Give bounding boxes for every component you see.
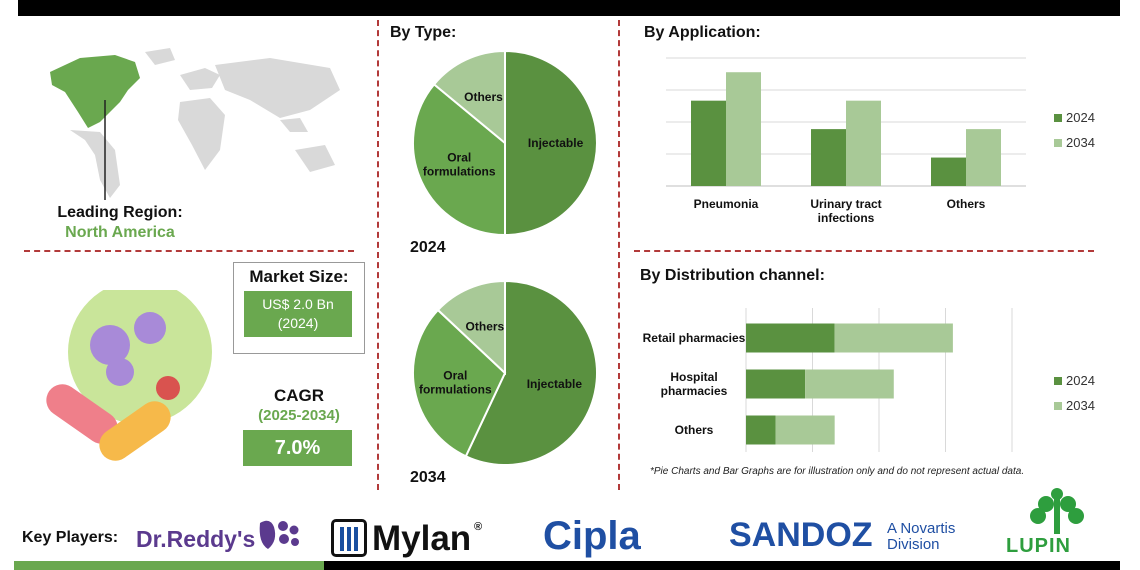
pie-2034-slice-1 bbox=[412, 308, 507, 458]
distribution-bar-2034-2 bbox=[775, 415, 835, 445]
distribution-bar-chart: Retail pharmacies Hospital pharmacies Other… bbox=[643, 308, 1095, 452]
by-type-title: By Type: bbox=[390, 24, 457, 41]
divider-left bbox=[377, 20, 379, 490]
virus-icon bbox=[90, 312, 166, 386]
bottom-bar bbox=[14, 561, 1120, 570]
novartis-line-2: Division bbox=[887, 536, 940, 553]
divider-left-horizontal bbox=[24, 250, 354, 252]
distribution-category-label-2: Others bbox=[675, 423, 714, 437]
distribution-legend-swatch-2034 bbox=[1054, 402, 1062, 410]
distribution-legend-label-2034: 2034 bbox=[1066, 398, 1095, 413]
pie-2024-slice-1 bbox=[412, 82, 506, 237]
key-players-label: Key Players: bbox=[22, 529, 119, 546]
application-bar-2034-0 bbox=[726, 72, 761, 186]
market-size-year: (2024) bbox=[277, 315, 319, 331]
market-size-title: Market Size: bbox=[249, 267, 349, 286]
antibiotic-illustration bbox=[46, 290, 212, 461]
application-category-label-0: Pneumonia bbox=[694, 197, 759, 211]
mylan-mark-icon bbox=[331, 519, 367, 557]
market-size-amount: US$ 2.0 Bn bbox=[262, 296, 334, 312]
divider-right bbox=[618, 20, 620, 490]
application-legend-label-2024: 2024 bbox=[1066, 110, 1095, 125]
top-bar bbox=[18, 0, 1120, 16]
market-size-value: US$ 2.0 Bn (2024) bbox=[244, 291, 352, 337]
lupin-logo: LUPIN bbox=[1006, 535, 1071, 557]
pie-2034-slice-2 bbox=[436, 279, 506, 376]
application-legend-swatch-2034 bbox=[1054, 139, 1062, 147]
pie-2034-label-1: Oral formulations bbox=[419, 368, 492, 396]
pie-2034-label-2: Others bbox=[466, 320, 505, 334]
divider-right-horizontal bbox=[634, 250, 1094, 252]
application-legend-label-2034: 2034 bbox=[1066, 135, 1095, 150]
distribution-category-label-1: Hospital pharmacies bbox=[661, 370, 728, 398]
dr-reddys-mark-icon bbox=[259, 520, 299, 549]
dr-reddys-logo: Dr.Reddy's bbox=[136, 526, 256, 552]
bacteria-icon bbox=[156, 376, 180, 400]
market-size-card: Market Size: US$ 2.0 Bn (2024) bbox=[233, 262, 365, 354]
pie-chart-2024: Injectable Oral formulations Others bbox=[412, 49, 598, 237]
application-bar-2034-2 bbox=[966, 129, 1001, 186]
north-america-region bbox=[50, 55, 140, 128]
sandoz-logo: SANDOZ bbox=[729, 516, 873, 554]
distribution-bar-2034-1 bbox=[805, 369, 894, 399]
pie-2024-label-2: Others bbox=[464, 90, 503, 104]
lupin-tree-icon bbox=[1030, 488, 1084, 534]
pie-2024-slice-2 bbox=[432, 49, 506, 146]
mylan-logo: Mylan bbox=[372, 519, 472, 558]
pill-icon bbox=[46, 384, 171, 461]
cipla-logo: Cipla bbox=[543, 514, 641, 558]
pie-2024-label-0: Injectable bbox=[528, 136, 584, 150]
illustration-note: *Pie Charts and Bar Graphs are for illus… bbox=[650, 466, 1025, 477]
distribution-legend-swatch-2024 bbox=[1054, 377, 1062, 385]
leading-region-value: North America bbox=[65, 224, 175, 241]
by-distribution-title: By Distribution channel: bbox=[640, 267, 825, 284]
application-category-label-1: Urinary tract infections bbox=[810, 197, 881, 225]
application-category-label-2: Others bbox=[947, 197, 986, 211]
pie-2024-label-1: Oral formulations bbox=[423, 151, 496, 179]
distribution-legend-label-2024: 2024 bbox=[1066, 373, 1095, 388]
application-bar-2024-1 bbox=[811, 129, 846, 186]
by-application-title: By Application: bbox=[644, 24, 761, 41]
application-bar-2024-0 bbox=[691, 100, 726, 186]
application-bar-2024-2 bbox=[931, 157, 966, 186]
distribution-bar-2024-1 bbox=[746, 369, 806, 399]
distribution-bar-2034-0 bbox=[834, 323, 953, 353]
distribution-bar-2024-2 bbox=[746, 415, 776, 445]
pie-2024-slice-0 bbox=[504, 49, 598, 237]
cagr-title: CAGR bbox=[273, 386, 325, 405]
mylan-registered-mark: ® bbox=[474, 521, 483, 533]
leading-region-label: Leading Region: bbox=[57, 204, 183, 221]
novartis-line-1: A Novartis bbox=[887, 520, 956, 537]
application-bar-chart: Pneumonia Urinary tract infections Others 20… bbox=[666, 57, 1095, 225]
pie-2034-label-0: Injectable bbox=[527, 377, 583, 391]
pie-year-2034: 2034 bbox=[410, 469, 446, 486]
distribution-category-label-0: Retail pharmacies bbox=[643, 331, 746, 345]
application-bar-2034-1 bbox=[846, 100, 881, 186]
pie-year-2024: 2024 bbox=[410, 239, 446, 256]
pie-2034-slice-0 bbox=[464, 279, 598, 466]
application-legend-swatch-2024 bbox=[1054, 114, 1062, 122]
cagr-period: (2025-2034) bbox=[258, 407, 340, 424]
pie-chart-2034: Injectable Oral formulations Others bbox=[412, 279, 598, 466]
bottom-bar-accent bbox=[14, 561, 324, 570]
distribution-bar-2024-0 bbox=[746, 323, 835, 353]
world-map bbox=[50, 48, 340, 200]
cagr-value: 7.0% bbox=[243, 430, 352, 466]
